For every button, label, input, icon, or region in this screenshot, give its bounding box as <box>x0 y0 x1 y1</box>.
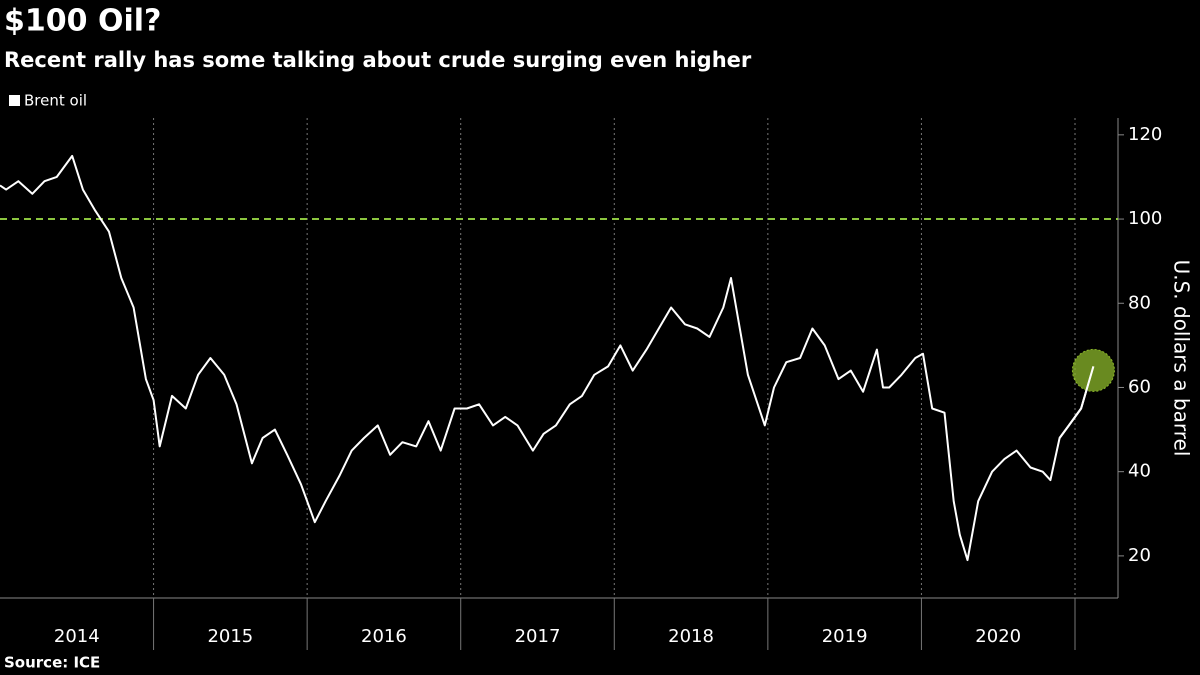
y-axis-label: U.S. dollars a barrel <box>1170 260 1194 457</box>
x-tick-label: 2015 <box>207 626 253 647</box>
x-tick-label: 2014 <box>54 626 100 647</box>
series-line-tip <box>1058 366 1095 439</box>
series-line <box>0 154 1095 562</box>
y-tick-label: 100 <box>1128 208 1162 229</box>
source: Source: ICE <box>4 654 100 672</box>
chart-title: $100 Oil? <box>4 4 161 39</box>
x-tick-label: 2016 <box>361 626 407 647</box>
x-tick-label: 2018 <box>668 626 714 647</box>
highlight-circle <box>1071 348 1115 392</box>
legend-label: Brent oil <box>24 92 87 110</box>
y-tick-label: 60 <box>1128 376 1151 397</box>
x-tick-label: 2019 <box>822 626 868 647</box>
x-tick-label: 2017 <box>515 626 561 647</box>
x-tick-label: 2020 <box>975 626 1021 647</box>
y-tick-label: 20 <box>1128 545 1151 566</box>
chart-subtitle: Recent rally has some talking about crud… <box>4 48 752 72</box>
legend-swatch <box>9 95 20 106</box>
y-tick-label: 40 <box>1128 461 1151 482</box>
y-tick-label: 120 <box>1128 124 1162 145</box>
y-tick-label: 80 <box>1128 292 1151 313</box>
